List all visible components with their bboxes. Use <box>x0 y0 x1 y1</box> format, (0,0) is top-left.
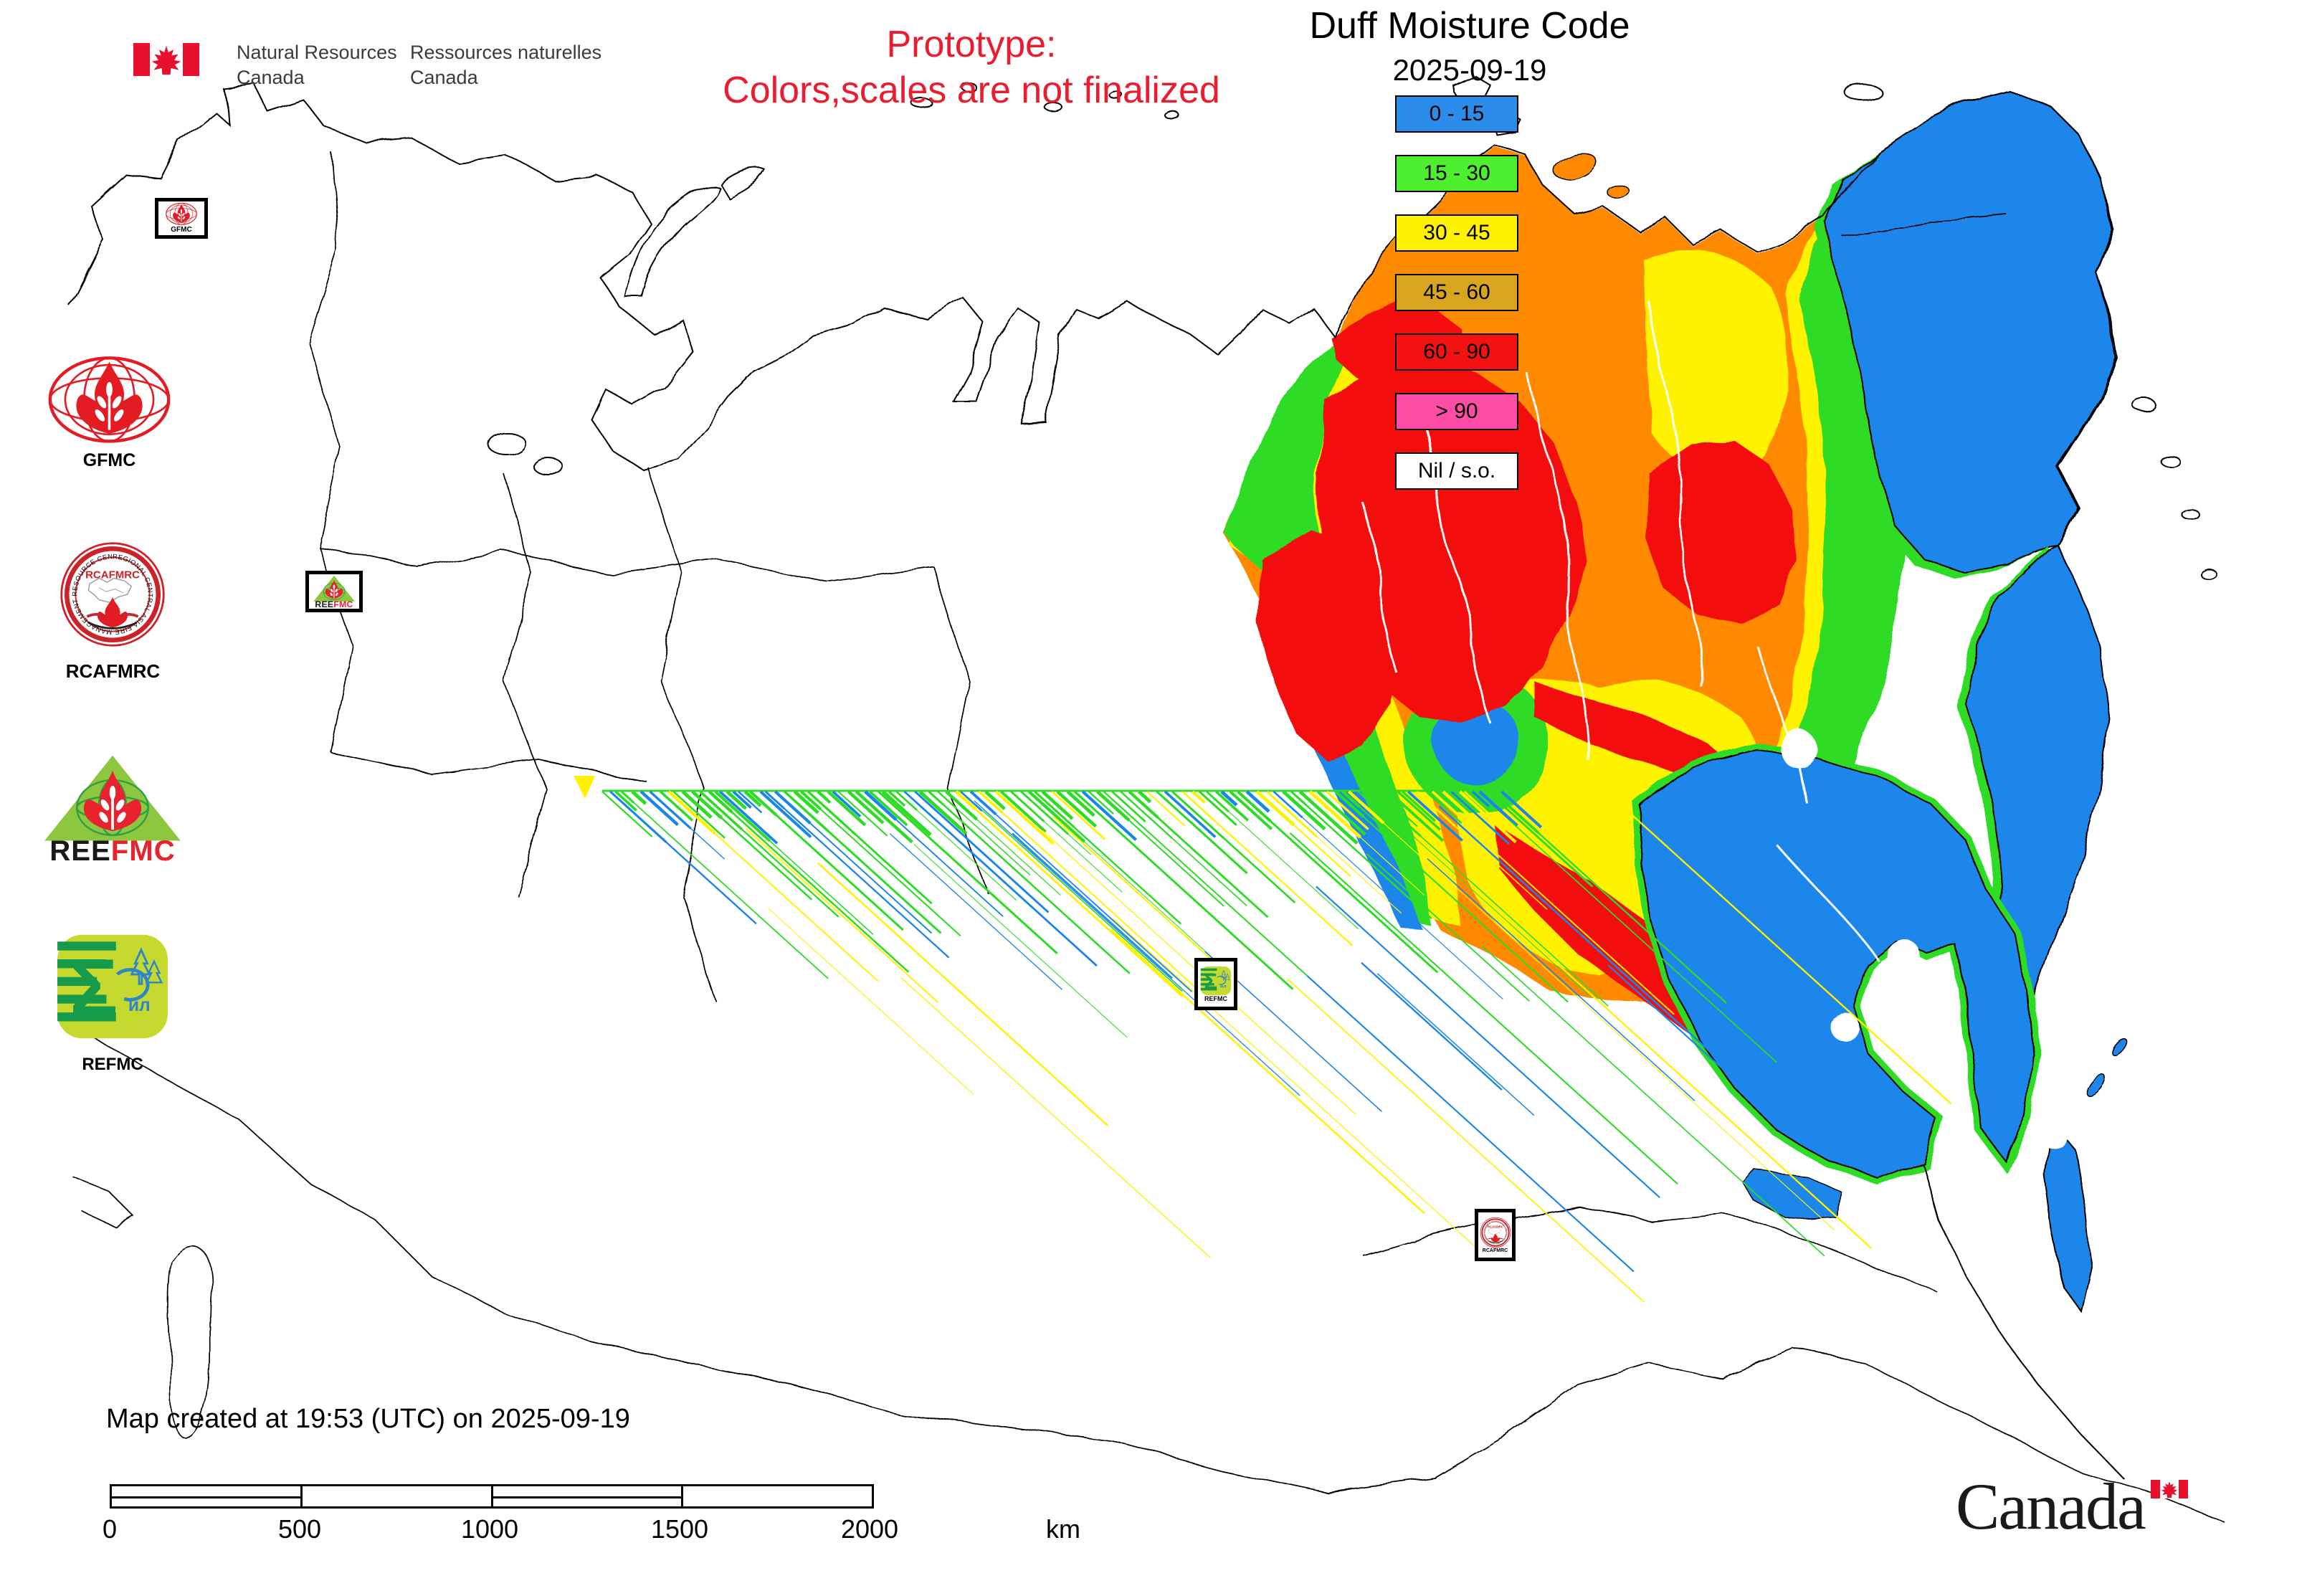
rcafmrc-map-marker: RCAFMRC <box>1475 1209 1516 1261</box>
legend-item: 60 - 90 <box>1395 333 1518 371</box>
legend: 0 - 15 15 - 30 30 - 45 45 - 60 60 - 90 > 90 Ni… <box>1395 95 1518 512</box>
legend-item: > 90 <box>1395 393 1518 430</box>
rcafmrc-logo <box>59 541 166 648</box>
scale-segment <box>303 1486 493 1506</box>
prototype-line2: Colors,scales are not finalized <box>723 70 1220 111</box>
station-dots <box>1664 731 2070 1157</box>
data-streak-artifacts <box>574 776 1952 1303</box>
gfmc-marker-label: GFMC <box>171 226 192 234</box>
gfmc-logo <box>43 354 176 449</box>
reefmc-triangle-icon <box>310 574 358 609</box>
scale-tick-label: 1000 <box>460 1514 519 1544</box>
legend-item: 0 - 15 <box>1395 95 1518 133</box>
canada-flag-icon <box>2151 1480 2188 1498</box>
rcafmrc-marker-label: RCAFMRC <box>1482 1248 1508 1253</box>
map-date: 2025-09-19 <box>1392 53 1547 87</box>
scale-tick-label: 500 <box>277 1514 322 1544</box>
scale-segment <box>112 1486 303 1506</box>
nrcan-en-line2: Canada <box>237 67 305 88</box>
prototype-notice: Prototype: Colors,scales are not finaliz… <box>685 22 1258 113</box>
gfmc-label: GFMC <box>82 450 136 470</box>
river-lines <box>1361 300 1880 961</box>
legend-item: 30 - 45 <box>1395 214 1518 252</box>
refmc-marker-label: REFMC <box>1204 994 1227 1002</box>
page-title: Duff Moisture Code <box>1309 5 1630 47</box>
nrcan-fr-line2: Canada <box>410 67 478 88</box>
prototype-line1: Prototype: <box>886 24 1057 65</box>
reefmc-logo <box>37 751 188 865</box>
canada-flag-icon <box>133 43 199 76</box>
refmc-map-marker: REFMC <box>1194 958 1237 1010</box>
legend-item: 15 - 30 <box>1395 155 1518 192</box>
rcafmrc-circle-icon <box>1480 1217 1511 1248</box>
scale-tick-label: 2000 <box>840 1514 899 1544</box>
rcafmrc-label: RCAFMRC <box>65 660 161 682</box>
legend-item: Nil / s.o. <box>1395 452 1518 490</box>
dmc-raster-layer <box>1222 89 2129 1314</box>
region-borders <box>71 151 2225 1522</box>
legend-item: 45 - 60 <box>1395 274 1518 311</box>
refmc-label: REFMC <box>82 1055 143 1074</box>
scale-tick-label: 1500 <box>650 1514 709 1544</box>
nrcan-fr-line1: Ressources naturelles <box>410 42 602 63</box>
nrcan-en-line1: Natural Resources <box>237 42 397 63</box>
scale-segment <box>493 1486 684 1506</box>
scale-unit: km <box>1046 1514 1080 1544</box>
map-created-text: Map created at 19:53 (UTC) on 2025-09-19 <box>106 1404 630 1434</box>
scale-tick-labels: km 0 500 1000 1500 2000 <box>103 1514 1080 1544</box>
scale-tick-label: 0 <box>102 1514 118 1544</box>
scale-bar <box>110 1484 874 1509</box>
scale-segment <box>683 1486 872 1506</box>
canada-wordmark: Canada <box>1956 1470 2146 1543</box>
gfmc-map-marker: GFMC <box>155 198 208 239</box>
refmc-logo <box>54 932 171 1041</box>
gfmc-globe-flame-icon <box>161 202 202 227</box>
refmc-square-icon <box>1199 966 1232 996</box>
reefmc-map-marker <box>305 571 363 612</box>
